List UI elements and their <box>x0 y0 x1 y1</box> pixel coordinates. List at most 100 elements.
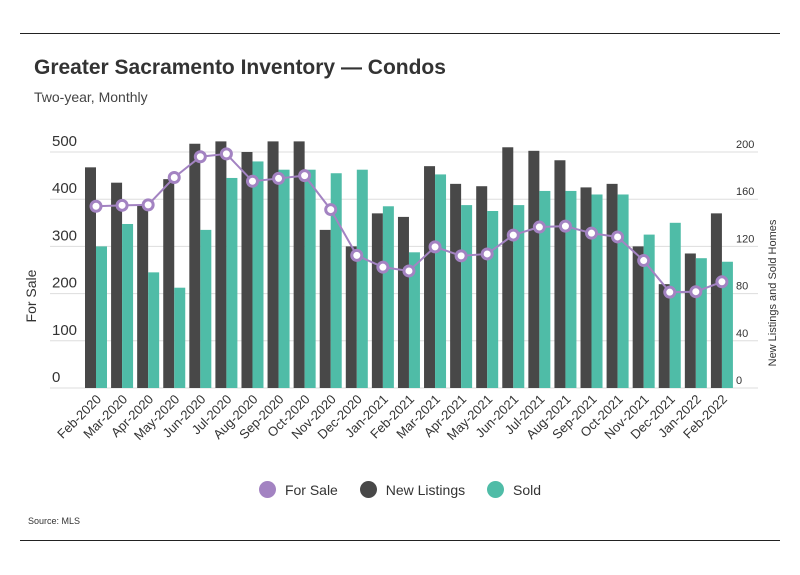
for-sale-point <box>193 150 207 164</box>
legend-item-new-listings: New Listings <box>359 481 466 498</box>
y-right-tick-label: 40 <box>736 328 748 340</box>
for-sale-point <box>585 226 599 240</box>
y-left-tick-label: 0 <box>52 369 60 386</box>
bar-new-listings <box>632 246 644 388</box>
legend-item-for-sale: For Sale <box>258 481 338 498</box>
legend: For Sale New Listings Sold <box>0 481 800 501</box>
bars <box>85 141 733 388</box>
bar-sold <box>96 246 107 388</box>
for-sale-point <box>245 174 259 188</box>
y-right-tick-label: 120 <box>736 233 754 245</box>
chart-subtitle: Two-year, Monthly <box>34 89 148 105</box>
bar-new-listings <box>371 213 383 388</box>
bar-new-listings <box>450 183 462 388</box>
bar-sold <box>721 261 733 388</box>
bar-sold <box>565 190 577 388</box>
axes: 0 100 200 300 400 500 0 40 80 120 160 200 For Sale Ne… <box>23 133 779 387</box>
source-note: Source: MLS <box>28 516 81 526</box>
y-right-tick-label: 200 <box>736 139 754 151</box>
bar-sold <box>513 205 525 388</box>
bar-sold <box>461 205 473 388</box>
for-sale-point <box>558 219 572 233</box>
bar-new-listings <box>502 147 514 388</box>
for-sale-point <box>663 285 677 299</box>
bar-new-listings <box>684 253 696 388</box>
y-left-tick-label: 100 <box>52 322 77 339</box>
bar-new-listings <box>580 187 592 388</box>
bottom-rule <box>20 540 780 541</box>
y-left-tick-label: 500 <box>52 133 77 150</box>
bar-sold <box>174 287 186 388</box>
y-left-tick-label: 200 <box>52 275 77 292</box>
bar-new-listings <box>476 186 488 388</box>
legend-label-sold: Sold <box>513 481 542 498</box>
bar-new-listings <box>397 216 409 388</box>
bar-sold <box>408 252 420 388</box>
bar-new-listings <box>241 152 253 388</box>
bar-new-listings <box>319 229 331 388</box>
for-sale-point <box>402 264 416 278</box>
for-sale-point <box>272 171 286 185</box>
bar-new-listings <box>85 167 96 388</box>
bar-new-listings <box>293 141 305 388</box>
for-sale-point <box>480 247 494 261</box>
bar-sold <box>226 177 238 388</box>
bar-new-listings <box>554 160 566 388</box>
for-sale-point <box>298 169 312 183</box>
bar-new-listings <box>215 141 227 388</box>
y-left-axis-title: For Sale <box>23 269 39 322</box>
x-tick-labels: Feb-2020Mar-2020Apr-2020May-2020Jun-2020… <box>54 392 730 443</box>
for-sale-point <box>428 240 442 254</box>
bar-new-listings <box>267 141 279 388</box>
bar-sold <box>539 190 551 388</box>
for-sale-point <box>506 228 520 242</box>
y-right-axis-title: New Listings and Sold Homes <box>767 219 779 366</box>
for-sale-point <box>324 203 338 217</box>
for-sale-point <box>689 285 703 299</box>
bar-sold <box>122 223 134 388</box>
top-rule <box>20 33 780 34</box>
chart-title: Greater Sacramento Inventory — Condos <box>34 56 446 79</box>
legend-swatch-new-listings <box>359 481 377 498</box>
for-sale-point <box>454 249 468 263</box>
y-right-tick-label: 0 <box>736 375 742 387</box>
legend-item-sold: Sold <box>487 481 541 498</box>
bar-sold <box>330 173 342 388</box>
for-sale-point <box>637 254 651 268</box>
y-right-tick-label: 80 <box>736 281 748 293</box>
bar-sold <box>695 258 707 388</box>
for-sale-point <box>611 230 625 244</box>
bar-new-listings <box>710 213 722 388</box>
for-sale-point <box>350 248 364 262</box>
bar-new-listings <box>658 284 670 388</box>
bar-new-listings <box>111 182 123 388</box>
bar-sold <box>278 169 290 388</box>
bar-new-listings <box>606 183 618 388</box>
bar-sold <box>356 169 368 388</box>
for-sale-point <box>167 170 181 184</box>
bar-sold <box>617 194 629 388</box>
bar-sold <box>148 272 160 388</box>
for-sale-point <box>376 260 390 274</box>
bar-new-listings <box>345 246 357 388</box>
bar-new-listings <box>528 150 540 388</box>
bar-new-listings <box>189 143 201 388</box>
y-left-tick-label: 400 <box>52 180 77 197</box>
for-sale-point <box>219 147 233 161</box>
bar-sold <box>304 169 316 388</box>
for-sale-point <box>715 275 729 289</box>
legend-label-for-sale: For Sale <box>284 481 338 498</box>
y-right-tick-label: 160 <box>736 186 754 198</box>
bar-sold <box>435 174 447 388</box>
bar-sold <box>487 211 499 388</box>
bar-sold <box>643 234 655 388</box>
y-left-tick-label: 300 <box>52 227 77 244</box>
for-sale-point <box>115 198 129 212</box>
bar-sold <box>200 229 212 388</box>
legend-swatch-for-sale <box>258 481 276 498</box>
bar-sold <box>669 222 681 388</box>
legend-label-new-listings: New Listings <box>385 481 466 498</box>
for-sale-line <box>89 147 729 299</box>
for-sale-point <box>89 199 103 213</box>
